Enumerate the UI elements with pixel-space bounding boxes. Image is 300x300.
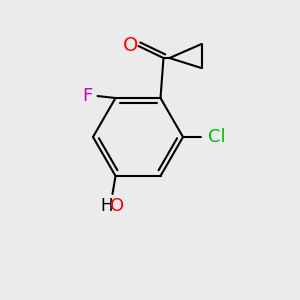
Text: F: F — [82, 87, 93, 105]
Text: H: H — [100, 197, 113, 215]
Text: O: O — [123, 35, 138, 55]
Text: Cl: Cl — [208, 128, 226, 146]
Text: O: O — [110, 197, 124, 215]
